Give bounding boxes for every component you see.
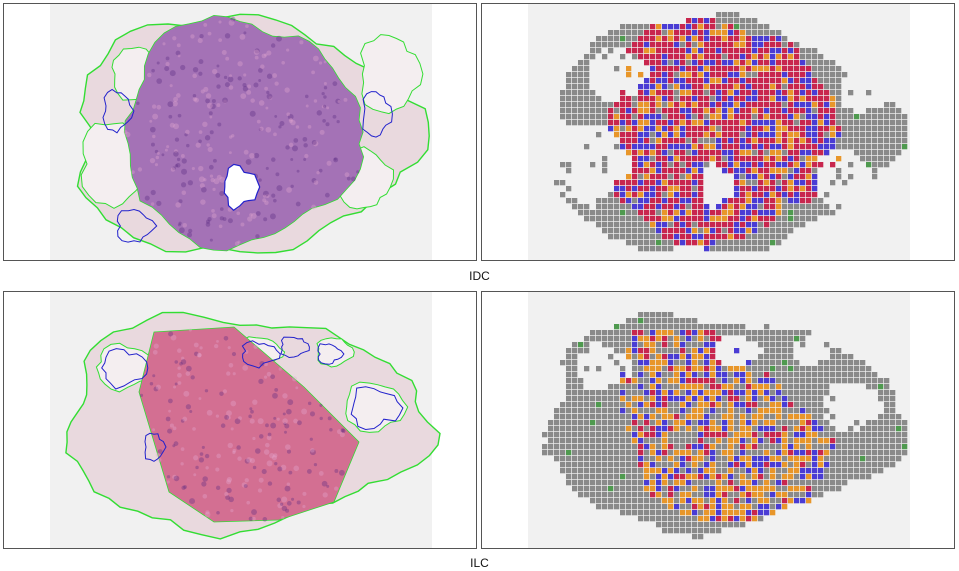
idc-tile-heatmap-panel [481, 3, 955, 261]
idc-he-image [50, 4, 432, 260]
tissue-texture [123, 16, 360, 246]
ilc-he-image [50, 292, 441, 548]
lobule-contour [241, 340, 281, 369]
heatmap-tiles [554, 12, 908, 252]
ilc-heatmap-image [528, 292, 910, 548]
idc-heatmap-image [528, 4, 910, 260]
ilc-caption: ILC [470, 556, 489, 570]
adipose-region [360, 34, 424, 115]
tissue-texture [139, 328, 346, 522]
idc-he-overlay-panel [3, 3, 477, 261]
idc-caption: IDC [469, 269, 490, 283]
lobule-contour [116, 208, 158, 243]
tumor-region [138, 326, 360, 523]
lobule-contour [101, 348, 149, 390]
lobule-contour [280, 336, 310, 359]
tumor-region [123, 14, 365, 252]
lobule-contour [317, 343, 345, 365]
lobule-contour [144, 432, 167, 462]
lobule-contour [102, 88, 135, 134]
lobule-contour [350, 386, 404, 431]
lumen-hole [223, 163, 261, 211]
lobule-contour [362, 91, 393, 138]
ilc-he-overlay-panel [3, 291, 477, 549]
heatmap-tiles [542, 312, 908, 540]
ilc-tile-heatmap-panel [481, 291, 955, 549]
